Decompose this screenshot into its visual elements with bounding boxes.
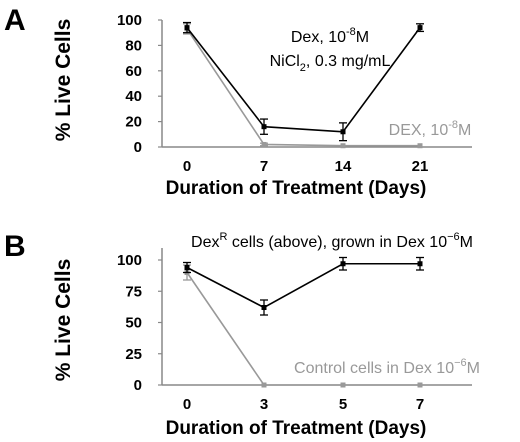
y-tick-label: 100 (117, 12, 142, 29)
panel-a-series (183, 21, 424, 149)
panel-b-x-axis-label: Duration of Treatment (Days) (166, 418, 427, 439)
panel-a-annotation-dex: Dex, 10-8M (291, 26, 369, 46)
y-tick-label: 0 (134, 139, 142, 156)
panel-b-series (183, 256, 424, 388)
data-point (417, 261, 423, 267)
panel-a-annotation-dex-control: DEX, 10-8M (389, 119, 472, 139)
data-point (184, 265, 190, 270)
x-tick-label: 7 (416, 396, 424, 413)
x-tick-label: 14 (335, 158, 352, 175)
data-point (417, 382, 423, 388)
x-tick-label: 0 (183, 396, 191, 413)
series-line (186, 272, 420, 386)
y-tick-label: 80 (125, 37, 142, 54)
x-tick-label: 0 (183, 158, 191, 175)
data-point (184, 25, 190, 31)
y-tick-label: 75 (125, 283, 142, 300)
panel-a-x-ticks: 0 7 14 21 (183, 158, 429, 175)
panel-b-letter: B (4, 230, 26, 263)
y-tick-label: 40 (125, 88, 142, 105)
x-tick-label: 3 (260, 396, 268, 413)
data-point (417, 143, 423, 149)
y-tick-label: 100 (117, 252, 142, 269)
series-line (186, 28, 420, 147)
data-point (340, 143, 346, 149)
x-tick-label: 7 (260, 158, 268, 175)
data-point (261, 305, 267, 310)
series-line (186, 262, 420, 309)
y-tick-label: 25 (125, 346, 142, 363)
panel-a-y-axis-label: % Live Cells (52, 19, 75, 142)
x-tick-label: 5 (339, 396, 347, 413)
panel-a-y-ticks: 0 20 40 60 80 100 (117, 12, 162, 156)
y-tick-label: 0 (134, 377, 142, 394)
panel-b-y-ticks: 0 25 50 75 100 (117, 252, 162, 394)
panel-a: A % Live Cells Duration of Treatment (Da… (4, 4, 472, 199)
data-point (261, 382, 267, 388)
panel-b-x-ticks: 0 3 5 7 (183, 396, 424, 413)
y-tick-label: 60 (125, 63, 142, 80)
data-point (340, 382, 346, 388)
series-line (186, 27, 421, 133)
panel-a-annotation-nicl2: NiCl2, 0.3 mg/mL (270, 53, 391, 74)
data-point (261, 124, 267, 130)
y-tick-label: 20 (125, 114, 142, 131)
panel-b-annotation-dexr: DexR cells (above), grown in Dex 10−6M (191, 231, 473, 251)
data-point (417, 25, 423, 31)
data-point (340, 261, 346, 267)
data-point (261, 141, 267, 147)
x-tick-label: 21 (412, 158, 429, 175)
y-tick-label: 50 (125, 315, 142, 332)
panel-a-x-axis-label: Duration of Treatment (Days) (166, 178, 427, 199)
panel-b-annotation-control: Control cells in Dex 10−6M (294, 357, 480, 377)
panel-b: B % Live Cells Duration of Treatment (Da… (4, 230, 480, 439)
panel-b-y-axis-label: % Live Cells (52, 259, 75, 382)
panel-a-letter: A (4, 4, 26, 37)
data-point (340, 129, 346, 135)
